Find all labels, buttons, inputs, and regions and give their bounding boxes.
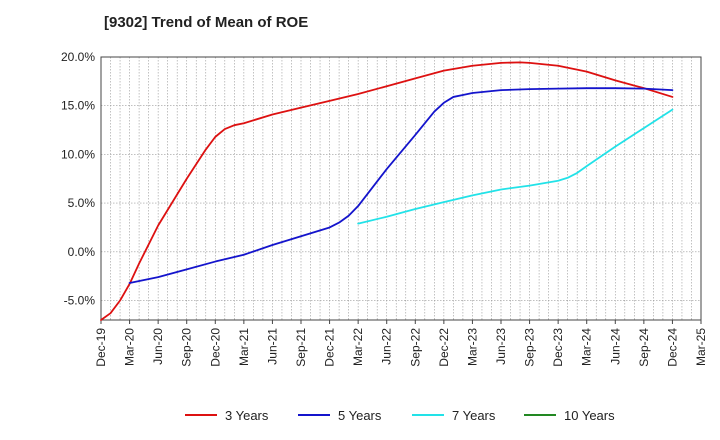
x-tick-label: Sep-23 [523,328,537,367]
x-tick-label: Sep-21 [294,328,308,367]
chart-title: [9302] Trend of Mean of ROE [104,14,309,31]
legend-label: 10 Years [564,408,615,423]
plot-frame [100,56,702,321]
legend-label: 5 Years [338,408,382,423]
y-tick-label: -5.0% [64,294,96,308]
x-tick-label: Mar-23 [465,328,479,366]
legend-label: 3 Years [225,408,269,423]
legend-label: 7 Years [452,408,496,423]
y-tick-label: 5.0% [68,196,96,210]
series-line-3-years [100,61,674,321]
x-tick-label: Dec-21 [323,328,337,367]
axes: 20.0% 15.0% 10.0% 5.0% 0.0% -5.0% Dec-19 Mar-20… [61,50,708,367]
x-tick-label: Mar-20 [123,328,137,366]
x-tick-label: Dec-24 [665,328,679,367]
series-line-5-years [128,87,674,284]
x-tick-label: Jun-23 [494,328,508,365]
x-tick-label: Mar-24 [580,328,594,366]
x-tick-label: Mar-22 [351,328,365,366]
y-tick-label: 20.0% [61,50,95,64]
x-tick-label: Mar-25 [694,328,708,366]
series-lines [100,61,674,321]
x-tick-label: Mar-21 [237,328,251,366]
x-tick-label: Jun-20 [151,328,165,365]
x-tick-label: Sep-24 [637,328,651,367]
y-tick-label: 0.0% [68,245,96,259]
series-line-7-years [357,108,674,225]
x-tick-label: Jun-21 [265,328,279,365]
x-tick-label: Dec-19 [94,328,108,367]
x-tick-label: Jun-24 [608,328,622,365]
x-tick-label: Dec-23 [551,328,565,367]
x-tick-label: Jun-22 [380,328,394,365]
x-tick-label: Sep-22 [408,328,422,367]
x-tick-label: Sep-20 [180,328,194,367]
grid [100,56,702,320]
y-tick-label: 10.0% [61,147,95,161]
y-tick-label: 15.0% [61,99,95,113]
x-tick-label: Dec-22 [437,328,451,367]
legend: 3 Years 5 Years 7 Years 10 Years [185,408,615,423]
x-tick-label: Dec-20 [208,328,222,367]
